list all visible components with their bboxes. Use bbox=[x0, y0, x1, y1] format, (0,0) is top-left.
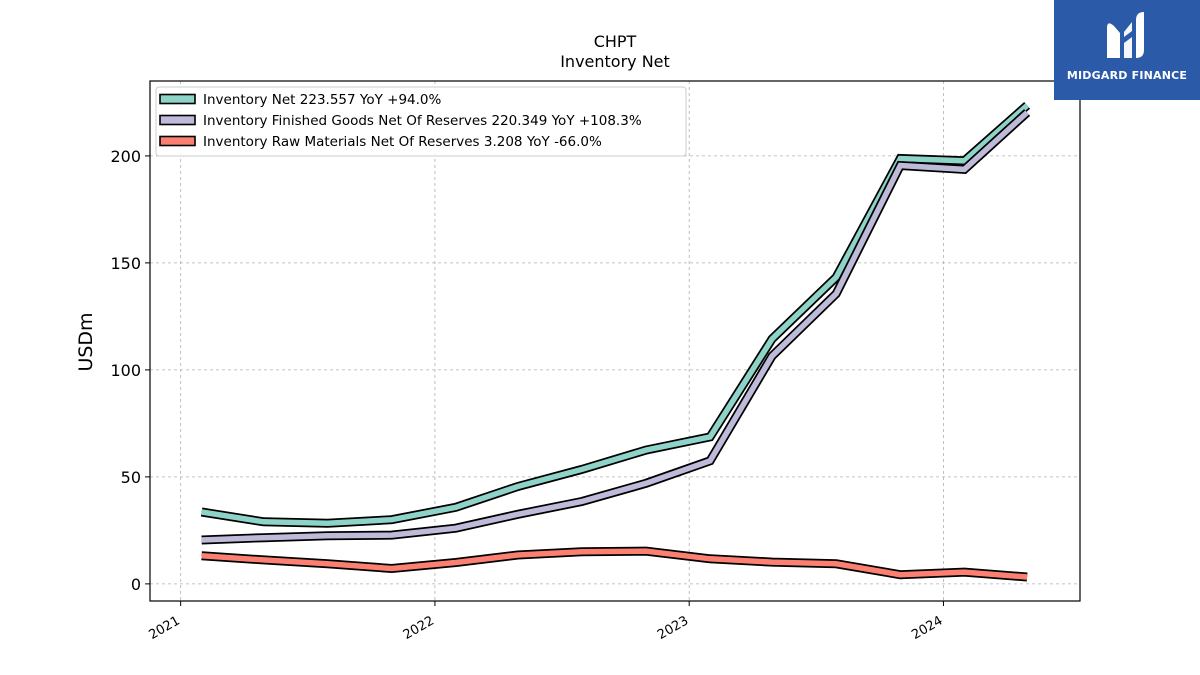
midgard-finance-logo: MIDGARD FINANCE bbox=[1054, 0, 1200, 100]
y-tick-label: 0 bbox=[131, 575, 141, 594]
legend-label: Inventory Net 223.557 YoY +94.0% bbox=[203, 92, 441, 108]
plot-frame bbox=[149, 80, 1081, 602]
y-axis-label: USDm bbox=[75, 312, 97, 371]
series-line-2 bbox=[201, 110, 1029, 543]
logo-text: MIDGARD FINANCE bbox=[1066, 69, 1188, 82]
y-tick-label: 200 bbox=[110, 147, 141, 166]
legend: Inventory Net 223.557 YoY +94.0% Inventor… bbox=[155, 86, 687, 157]
legend-label: Inventory Finished Goods Net Of Reserves… bbox=[203, 113, 642, 129]
x-tick-label: 2024 bbox=[909, 613, 945, 643]
axis-ticks: 0 50 100 150 200 2021 2022 2023 2024 bbox=[110, 147, 945, 643]
y-tick-label: 50 bbox=[121, 468, 141, 487]
legend-swatch bbox=[159, 114, 196, 126]
midgard-logo-icon bbox=[1107, 12, 1144, 58]
chart-subtitle: Inventory Net bbox=[560, 52, 670, 71]
legend-swatch bbox=[159, 93, 196, 105]
x-tick-label: 2022 bbox=[401, 613, 437, 643]
series-group bbox=[200, 102, 1031, 582]
x-tick-label: 2023 bbox=[655, 613, 691, 643]
series-line-3 bbox=[201, 548, 1028, 580]
series-outline-2 bbox=[201, 109, 1031, 545]
legend-label: Inventory Raw Materials Net Of Reserves … bbox=[203, 134, 602, 150]
legend-swatch bbox=[159, 135, 196, 147]
y-tick-label: 100 bbox=[110, 361, 141, 380]
chart-title: CHPT bbox=[594, 32, 637, 51]
y-tick-label: 150 bbox=[110, 254, 141, 273]
legend-box bbox=[155, 86, 687, 157]
x-tick-label: 2021 bbox=[146, 613, 182, 643]
